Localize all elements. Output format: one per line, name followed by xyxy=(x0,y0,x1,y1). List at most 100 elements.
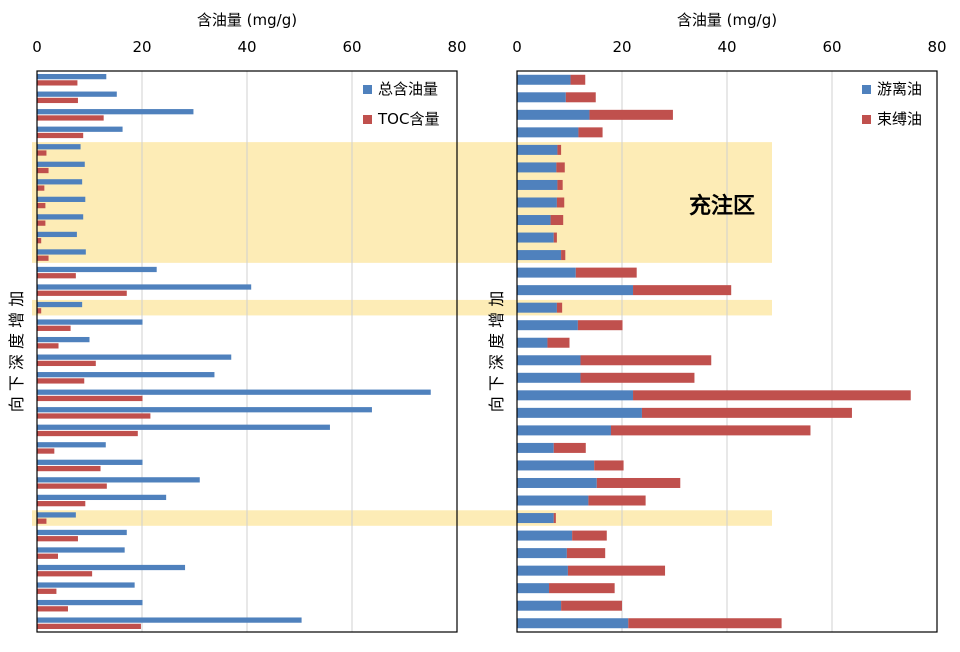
free-oil-bar xyxy=(517,390,634,401)
total-oil-bar xyxy=(37,564,186,571)
toc-bar xyxy=(37,97,78,104)
y-axis-title: 向 下 深 度 增 加 xyxy=(487,291,506,412)
toc-bar xyxy=(37,518,47,524)
toc-bar xyxy=(37,501,86,507)
x-tick-label: 20 xyxy=(612,38,631,56)
bound-oil-bar xyxy=(628,618,782,629)
free-oil-bar xyxy=(517,477,597,488)
toc-bar xyxy=(37,430,138,437)
x-tick-label: 0 xyxy=(512,38,522,56)
free-oil-bar xyxy=(517,355,581,366)
free-oil-bar xyxy=(517,302,557,313)
toc-bar xyxy=(37,571,93,577)
legend-label: 游离油 xyxy=(877,80,922,98)
bound-oil-bar xyxy=(553,442,586,453)
toc-bar xyxy=(37,115,104,121)
bound-oil-bar xyxy=(641,407,852,418)
total-oil-bar xyxy=(37,617,302,623)
bound-oil-bar xyxy=(610,425,811,436)
total-oil-bar xyxy=(37,74,107,80)
toc-bar xyxy=(37,465,101,472)
x-tick-label: 60 xyxy=(342,38,361,56)
bound-oil-bar xyxy=(570,74,586,85)
legend-label: TOC含量 xyxy=(377,110,439,128)
bound-oil-bar xyxy=(549,583,615,594)
total-oil-bar xyxy=(37,494,167,501)
bound-oil-bar xyxy=(580,355,712,366)
free-oil-bar xyxy=(517,127,579,138)
toc-bar xyxy=(37,413,151,419)
total-oil-bar xyxy=(37,424,330,430)
total-oil-bar xyxy=(37,599,143,606)
bound-oil-bar xyxy=(589,109,673,120)
total-oil-bar xyxy=(37,354,232,360)
toc-bar xyxy=(37,308,42,314)
legend-swatch xyxy=(862,85,871,94)
toc-bar xyxy=(37,378,85,384)
legend-swatch xyxy=(363,85,372,94)
toc-bar xyxy=(37,325,71,331)
bound-oil-bar xyxy=(596,477,681,488)
bound-oil-bar xyxy=(633,285,732,296)
toc-bar xyxy=(37,238,42,244)
total-oil-bar xyxy=(37,547,125,553)
toc-bar xyxy=(37,588,57,594)
free-oil-bar xyxy=(517,179,558,190)
charge-zone-label: 充注区 xyxy=(689,193,755,219)
toc-bar xyxy=(37,290,127,296)
total-oil-bar xyxy=(37,179,83,185)
free-oil-bar xyxy=(517,442,554,453)
toc-bar xyxy=(37,606,68,612)
total-oil-bar xyxy=(37,477,200,483)
bound-oil-bar xyxy=(575,267,637,278)
free-oil-bar xyxy=(517,583,550,594)
charge-zone-band xyxy=(32,299,772,316)
free-oil-bar xyxy=(517,460,595,471)
toc-bar xyxy=(37,448,55,454)
free-oil-bar xyxy=(517,144,558,155)
bound-oil-bar xyxy=(578,127,603,138)
free-oil-bar xyxy=(517,495,589,506)
total-oil-bar xyxy=(37,389,431,395)
x-tick-label: 80 xyxy=(447,38,466,56)
bound-oil-bar xyxy=(594,460,624,471)
total-oil-bar xyxy=(37,214,84,220)
toc-bar xyxy=(37,185,45,191)
bound-oil-bar xyxy=(567,565,666,576)
total-oil-bar xyxy=(37,144,81,150)
free-oil-bar xyxy=(517,565,568,576)
x-tick-label: 0 xyxy=(32,38,42,56)
bound-oil-bar xyxy=(557,179,563,190)
free-oil-bar xyxy=(517,425,611,436)
free-oil-bar xyxy=(517,337,548,348)
bound-oil-bar xyxy=(561,600,622,611)
total-oil-bar xyxy=(37,442,106,448)
free-oil-bar xyxy=(517,618,629,629)
legend-swatch xyxy=(363,115,372,124)
total-oil-bar xyxy=(37,231,77,238)
free-oil-bar xyxy=(517,513,554,524)
free-oil-bar xyxy=(517,250,562,261)
total-oil-bar xyxy=(37,161,85,167)
total-oil-bar xyxy=(37,91,117,97)
total-oil-bar xyxy=(37,372,215,378)
toc-bar xyxy=(37,395,143,402)
bound-oil-bar xyxy=(557,144,562,155)
bound-oil-bar xyxy=(572,530,607,541)
toc-bar xyxy=(37,553,58,559)
x-axis-title: 含油量 (mg/g) xyxy=(197,11,297,29)
toc-bar xyxy=(37,273,76,279)
bound-oil-bar xyxy=(580,372,695,383)
y-axis-title: 向 下 深 度 增 加 xyxy=(7,291,26,412)
plot-frame xyxy=(516,70,938,633)
total-oil-bar xyxy=(37,407,372,413)
free-oil-bar xyxy=(517,109,590,120)
free-oil-bar xyxy=(517,92,566,103)
total-oil-bar xyxy=(37,582,135,588)
total-oil-bar xyxy=(37,459,143,465)
x-axis-title: 含油量 (mg/g) xyxy=(677,11,777,29)
toc-bar xyxy=(37,255,49,261)
